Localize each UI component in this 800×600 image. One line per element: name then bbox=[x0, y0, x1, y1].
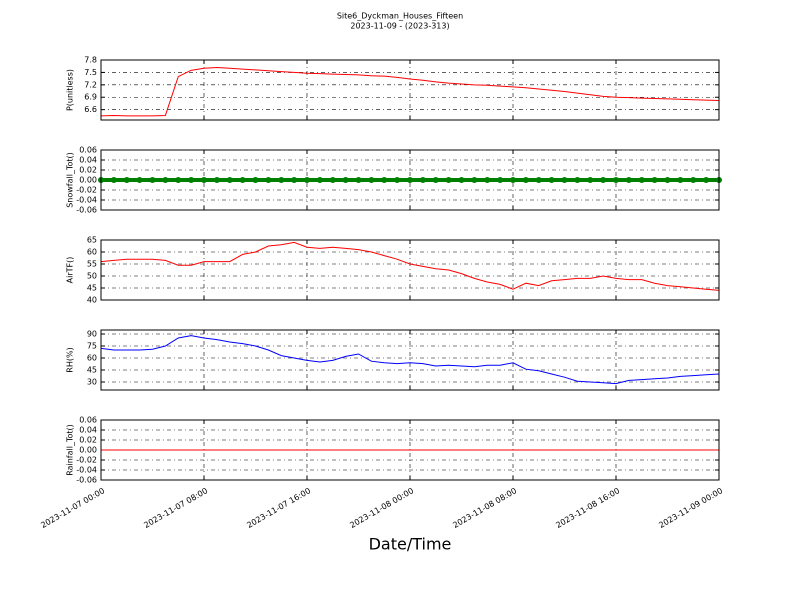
y-axis-label: Rainfall_Tot() bbox=[66, 424, 75, 476]
y-axis-label: AirTF() bbox=[66, 257, 75, 284]
data-line bbox=[100, 335, 720, 385]
y-tick-label: 45 bbox=[87, 284, 97, 293]
y-tick-label: 65 bbox=[87, 236, 97, 245]
y-tick-label: 90 bbox=[87, 330, 97, 339]
y-tick-label: -0.02 bbox=[76, 456, 97, 465]
y-tick-label: 60 bbox=[87, 248, 97, 257]
plot-frame bbox=[100, 59, 720, 121]
plot-frame bbox=[100, 239, 720, 301]
y-tick-label: -0.04 bbox=[76, 466, 97, 475]
y-tick-label: 0.00 bbox=[79, 446, 97, 455]
data-line bbox=[100, 66, 720, 117]
y-tick-label: 30 bbox=[87, 378, 97, 387]
plot-frame bbox=[100, 329, 720, 391]
y-tick-label: 6.9 bbox=[84, 93, 97, 102]
chart-title: Site6_Dyckman_Houses_Fifteen bbox=[337, 12, 463, 21]
y-axis-label: P(unitless) bbox=[66, 69, 75, 111]
x-axis-label: Date/Time bbox=[369, 535, 452, 554]
y-tick-label: -0.02 bbox=[76, 186, 97, 195]
y-tick-label: 7.8 bbox=[84, 56, 97, 65]
plot-frame bbox=[100, 149, 720, 211]
y-tick-label: 7.2 bbox=[84, 80, 97, 89]
y-tick-label: 0.04 bbox=[79, 426, 97, 435]
y-tick-label: 40 bbox=[87, 296, 97, 305]
chart-subtitle: 2023-11-09 - (2023-313) bbox=[350, 22, 449, 31]
y-tick-label: -0.04 bbox=[76, 196, 97, 205]
data-line bbox=[100, 241, 720, 291]
y-tick-label: 0.04 bbox=[79, 156, 97, 165]
y-tick-label: 0.00 bbox=[79, 176, 97, 185]
y-tick-label: 6.6 bbox=[84, 105, 97, 114]
plot-frame bbox=[100, 419, 720, 481]
y-tick-label: 50 bbox=[87, 272, 97, 281]
y-tick-label: 7.5 bbox=[84, 68, 97, 77]
y-tick-label: 75 bbox=[87, 342, 97, 351]
y-tick-label: 0.02 bbox=[79, 166, 97, 175]
y-tick-label: -0.06 bbox=[76, 206, 97, 215]
y-tick-label: 0.06 bbox=[79, 146, 97, 155]
y-axis-label: RH(%) bbox=[66, 347, 75, 372]
y-axis-label: Snowfall_Tot() bbox=[66, 152, 75, 208]
y-tick-label: 55 bbox=[87, 260, 97, 269]
y-tick-label: 0.06 bbox=[79, 416, 97, 425]
y-tick-label: -0.06 bbox=[76, 476, 97, 485]
y-tick-label: 60 bbox=[87, 354, 97, 363]
y-tick-label: 0.02 bbox=[79, 436, 97, 445]
y-tick-label: 45 bbox=[87, 366, 97, 375]
